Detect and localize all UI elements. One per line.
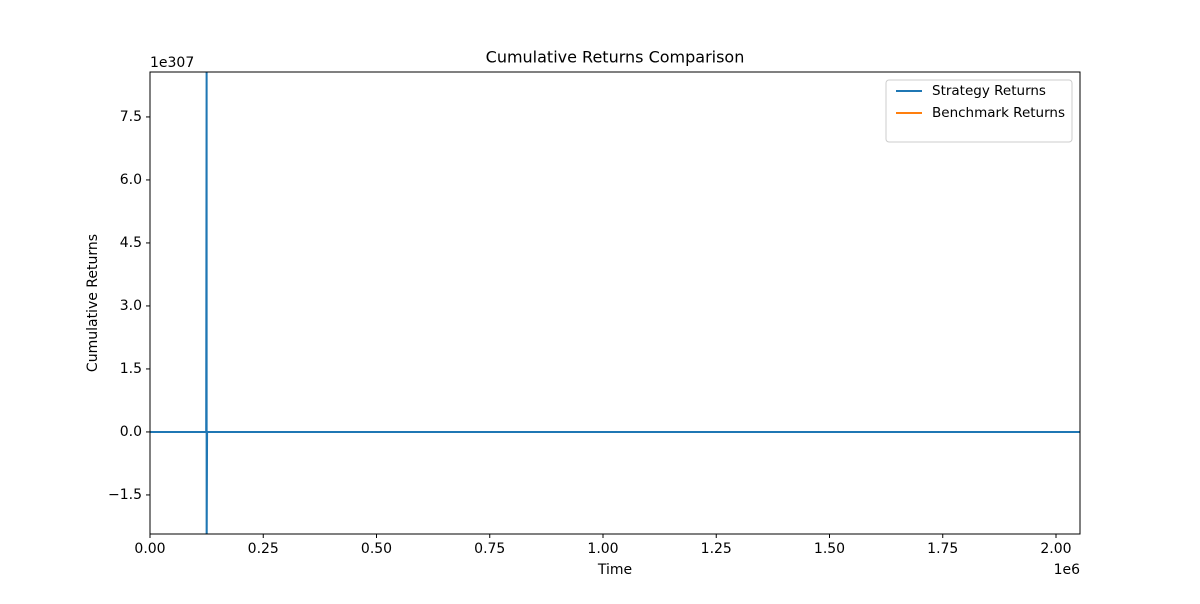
- legend-box: [885, 79, 1073, 143]
- y-tick-label: 1.5: [120, 361, 142, 377]
- x-offset-label: 1e6: [1054, 562, 1081, 578]
- x-tick-label: 0.50: [361, 541, 392, 557]
- y-offset-label: 1e307: [150, 55, 194, 71]
- x-tick-label: 1.75: [927, 541, 958, 557]
- y-tick-label: 0.0: [120, 424, 142, 440]
- axes-frame: [149, 71, 1081, 535]
- chart-title: Cumulative Returns Comparison: [486, 48, 745, 67]
- y-tick-label: 6.0: [120, 172, 142, 188]
- legend-label: Strategy Returns: [932, 83, 1046, 99]
- x-tick-label: 0.00: [134, 541, 165, 557]
- x-tick-label: 0.25: [248, 541, 279, 557]
- plot-area: [150, 72, 1080, 534]
- series-line: [150, 72, 1080, 534]
- y-tick-label: 4.5: [120, 235, 142, 251]
- x-tick-label: 1.00: [587, 541, 618, 557]
- legend-label: Benchmark Returns: [932, 105, 1065, 121]
- x-tick-label: 2.00: [1040, 541, 1071, 557]
- y-tick-label: 3.0: [120, 298, 142, 314]
- x-axis-label: Time: [597, 562, 632, 578]
- x-tick-label: 1.50: [814, 541, 845, 557]
- y-tick-label: 7.5: [120, 109, 142, 125]
- y-axis-label: Cumulative Returns: [85, 234, 101, 372]
- x-tick-label: 1.25: [701, 541, 732, 557]
- y-tick-label: −1.5: [108, 487, 142, 503]
- x-tick-label: 0.75: [474, 541, 505, 557]
